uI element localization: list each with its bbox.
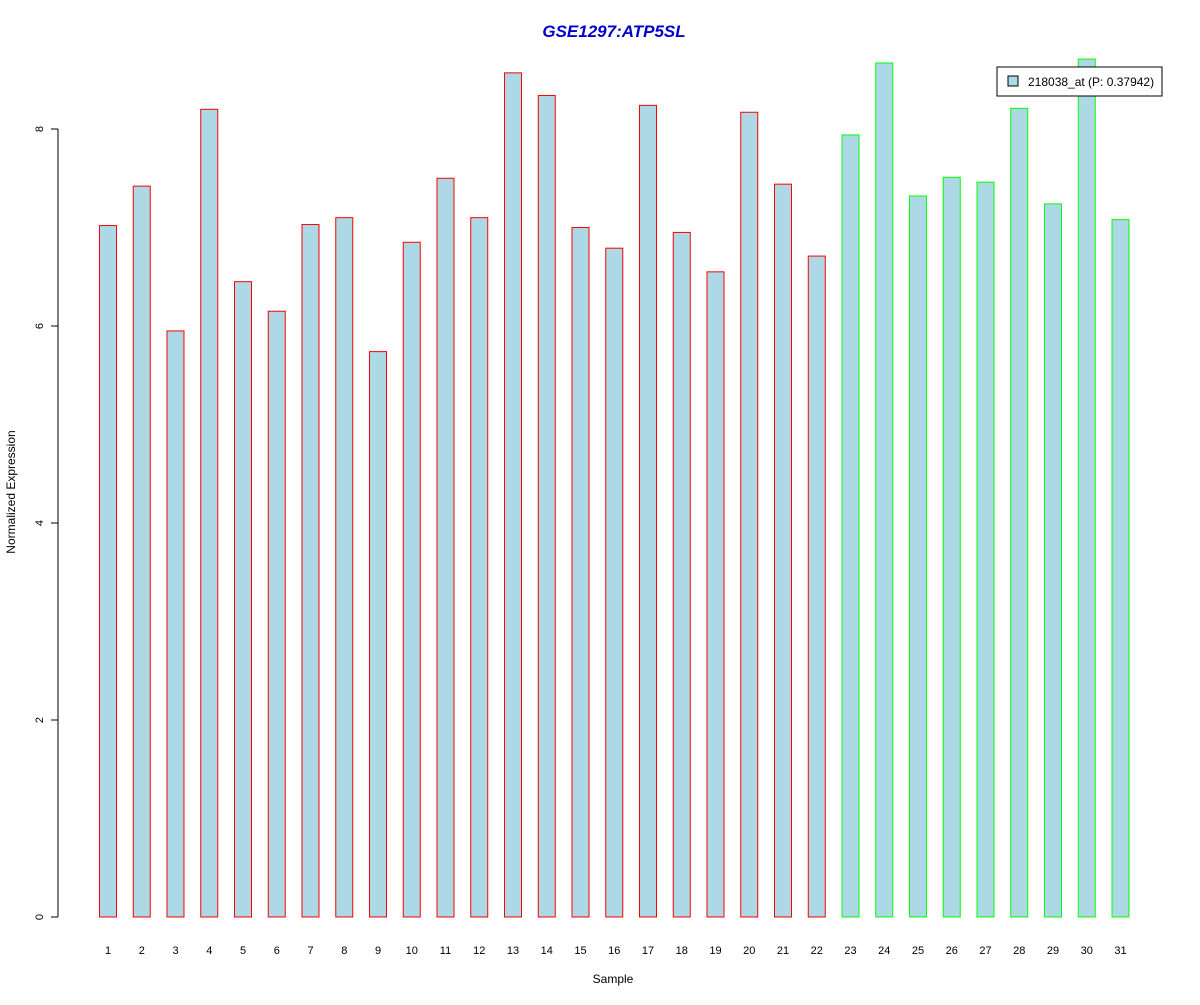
x-tick-label: 6 [274, 945, 280, 957]
bar-sample-1 [99, 225, 117, 918]
y-tick-label: 0 [34, 914, 46, 920]
y-axis-label: Normalized Expression [4, 430, 18, 553]
bar-sample-11 [436, 177, 455, 918]
bars-group [99, 58, 1130, 918]
x-tick-label: 13 [507, 945, 519, 957]
x-tick-label: 15 [574, 945, 586, 957]
bar-sample-16 [605, 247, 624, 918]
x-tick-label: 23 [844, 945, 856, 957]
bar-sample-2 [132, 185, 151, 918]
x-tick-label: 26 [946, 945, 958, 957]
bar-sample-10 [402, 241, 421, 918]
legend-box [996, 66, 1163, 97]
bar-sample-26 [942, 176, 961, 918]
x-tick-label: 14 [541, 945, 553, 957]
x-tick-label: 17 [642, 945, 654, 957]
x-tick-label: 3 [172, 945, 178, 957]
x-tick-label: 16 [608, 945, 620, 957]
bar-sample-17 [639, 104, 657, 918]
x-tick-label: 21 [777, 945, 789, 957]
legend: 218038_at (P: 0.37942) [996, 66, 1163, 97]
bar-sample-13 [504, 72, 522, 918]
y-tick-label: 4 [34, 520, 46, 526]
bar-sample-31 [1111, 219, 1130, 918]
bar-sample-28 [1010, 107, 1029, 918]
x-tick-label: 4 [206, 945, 212, 957]
x-tick-label: 24 [878, 945, 890, 957]
bar-sample-21 [774, 183, 792, 918]
x-tick-label: 11 [440, 945, 451, 957]
legend-swatch [1007, 75, 1019, 87]
bar-sample-24 [875, 62, 894, 918]
x-tick-label: 12 [473, 945, 485, 957]
bar-sample-4 [200, 108, 219, 918]
bar-sample-27 [976, 181, 995, 918]
bar-sample-18 [672, 231, 691, 918]
bar-sample-14 [537, 95, 556, 918]
bar-sample-3 [166, 330, 185, 918]
x-tick-label: 27 [979, 945, 991, 957]
x-tick-label: 20 [743, 945, 755, 957]
bar-sample-20 [740, 111, 759, 918]
bar-sample-19 [706, 271, 725, 918]
bar-sample-22 [807, 255, 826, 918]
bar-sample-8 [335, 217, 354, 918]
y-tick-label: 6 [34, 323, 46, 329]
bar-sample-7 [301, 224, 320, 918]
bar-sample-25 [909, 195, 927, 918]
x-tick-label: 25 [912, 945, 924, 957]
x-tick-label: 19 [709, 945, 721, 957]
bar-sample-23 [841, 134, 860, 918]
x-tick-label: 31 [1114, 945, 1126, 957]
x-tick-label: 2 [139, 945, 145, 957]
x-tick-label: 30 [1081, 945, 1093, 957]
x-axis-label: Sample [593, 972, 634, 986]
x-tick-labels: 1 2 3 4 5 6 7 8 9 10 11 12 13 14 15 16 17 18 19 20 21 22 23 24 2… [105, 945, 1127, 957]
y-tick-label: 2 [34, 717, 46, 723]
x-tick-label: 10 [406, 945, 418, 957]
bar-sample-30 [1077, 58, 1096, 918]
y-tick-label: 8 [34, 126, 46, 132]
x-tick-label: 1 [105, 945, 111, 957]
chart-title: GSE1297:ATP5SL [542, 22, 685, 41]
legend-label: 218038_at (P: 0.37942) [1028, 75, 1154, 89]
bar-sample-9 [369, 351, 387, 918]
x-tick-label: 8 [341, 945, 347, 957]
x-tick-label: 28 [1013, 945, 1025, 957]
x-tick-label: 5 [240, 945, 246, 957]
x-tick-label: 29 [1047, 945, 1059, 957]
bar-sample-6 [267, 310, 286, 918]
y-axis: 0 2 4 6 8 [34, 126, 59, 920]
x-tick-label: 9 [375, 945, 381, 957]
x-tick-label: 18 [676, 945, 688, 957]
bar-sample-15 [571, 227, 590, 918]
bar-sample-12 [470, 217, 489, 918]
x-tick-label: 7 [307, 945, 313, 957]
x-tick-label: 22 [811, 945, 823, 957]
bar-sample-5 [234, 281, 252, 918]
bar-sample-29 [1044, 203, 1062, 918]
